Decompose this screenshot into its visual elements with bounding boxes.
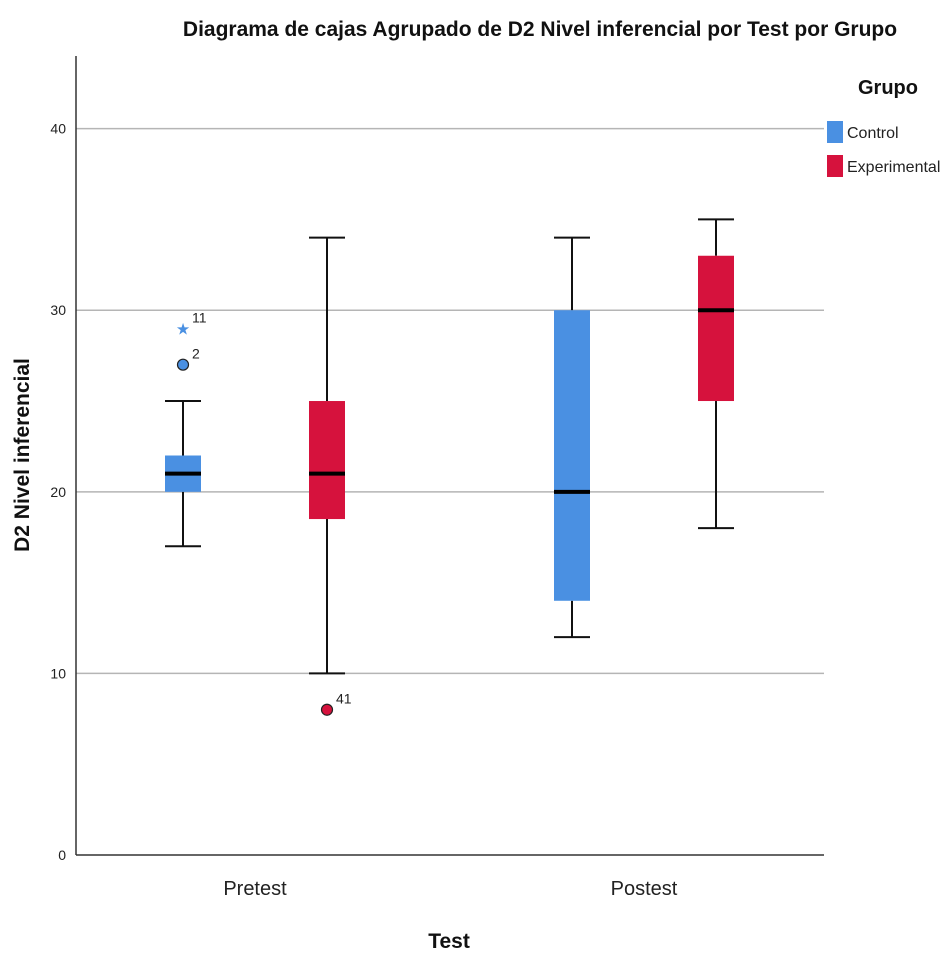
x-category-label: Pretest (223, 878, 287, 900)
box-experimental-postest (698, 218, 734, 530)
legend-title: Grupo (858, 77, 918, 99)
y-tick-label: 10 (50, 665, 66, 681)
outlier-label: 2 (192, 346, 200, 362)
outlier-label: 11 (192, 309, 207, 325)
legend-label-control: Control (847, 125, 899, 142)
x-axis-categories: Pretest Postest (223, 878, 677, 900)
legend: Grupo Control Experimental (827, 77, 940, 177)
x-axis-label: Test (428, 930, 470, 953)
box-iqr (698, 255, 734, 402)
box-series: 2★11 41 (165, 218, 734, 716)
y-tick-label: 20 (50, 484, 66, 500)
y-axis-ticks: 0 10 20 30 40 (50, 121, 66, 863)
y-tick-label: 0 (58, 847, 66, 863)
outlier-label: 41 (336, 691, 352, 707)
box-iqr (309, 401, 345, 520)
chart-title: Diagrama de cajas Agrupado de D2 Nivel i… (183, 18, 897, 41)
y-tick-label: 30 (50, 302, 66, 318)
box-iqr (554, 310, 590, 601)
legend-label-experimental: Experimental (847, 159, 940, 176)
outlier-marker (320, 703, 334, 716)
box-experimental-pretest: 41 (309, 236, 352, 716)
box-control-postest (554, 236, 590, 639)
outlier-extreme-marker: ★ (176, 319, 190, 338)
x-category-label: Postest (611, 878, 678, 900)
legend-swatch-experimental (827, 155, 843, 177)
legend-swatch-control (827, 121, 843, 143)
y-tick-label: 40 (50, 121, 66, 137)
box-control-pretest: 2★11 (165, 309, 207, 548)
outlier-marker (176, 358, 190, 371)
y-axis-label: D2 Nivel inferencial (11, 358, 34, 552)
